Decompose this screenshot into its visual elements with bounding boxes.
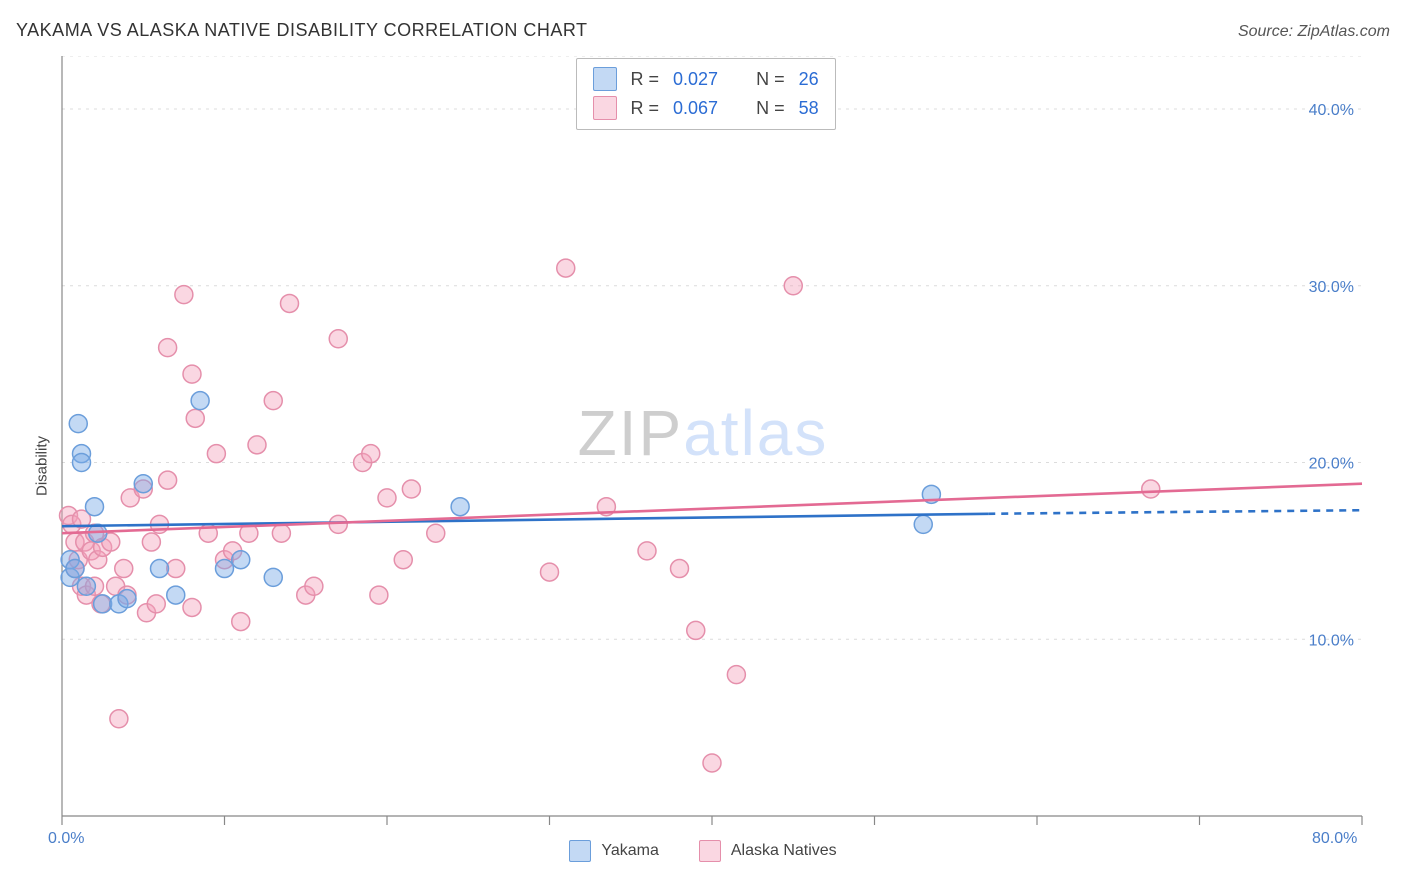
scatter-chart: 10.0% 20.0% 30.0% 40.0% (16, 56, 1390, 836)
legend-row-alaska: R = 0.067 N = 58 (593, 94, 819, 123)
chart-container: Disability 10.0%20.0%30.0%40.0% ZIPatlas… (16, 56, 1390, 876)
legend-item-yakama: Yakama (569, 826, 659, 876)
legend-label: Alaska Natives (731, 842, 837, 860)
svg-text:10.0%: 10.0% (1309, 632, 1354, 649)
swatch-icon (593, 96, 617, 120)
svg-text:20.0%: 20.0% (1309, 456, 1354, 473)
legend-label: Yakama (601, 842, 659, 860)
n-label: N = (756, 94, 785, 123)
y-axis-label: Disability (34, 436, 51, 496)
chart-title: YAKAMA VS ALASKA NATIVE DISABILITY CORRE… (16, 20, 588, 41)
r-label: R = (631, 94, 660, 123)
n-label: N = (756, 65, 785, 94)
r-value: 0.027 (673, 65, 718, 94)
swatch-icon (593, 67, 617, 91)
swatch-icon (569, 840, 591, 862)
n-value: 26 (799, 65, 819, 94)
source-label: Source: ZipAtlas.com (1238, 23, 1390, 41)
svg-text:30.0%: 30.0% (1309, 279, 1354, 296)
series-legend: Yakama Alaska Natives (16, 826, 1390, 876)
correlation-legend: R = 0.027 N = 26 R = 0.067 N = 58 (576, 58, 836, 130)
legend-row-yakama: R = 0.027 N = 26 (593, 65, 819, 94)
n-value: 58 (799, 94, 819, 123)
r-label: R = (631, 65, 660, 94)
legend-item-alaska: Alaska Natives (699, 826, 837, 876)
swatch-icon (699, 840, 721, 862)
svg-text:40.0%: 40.0% (1309, 102, 1354, 119)
r-value: 0.067 (673, 94, 718, 123)
